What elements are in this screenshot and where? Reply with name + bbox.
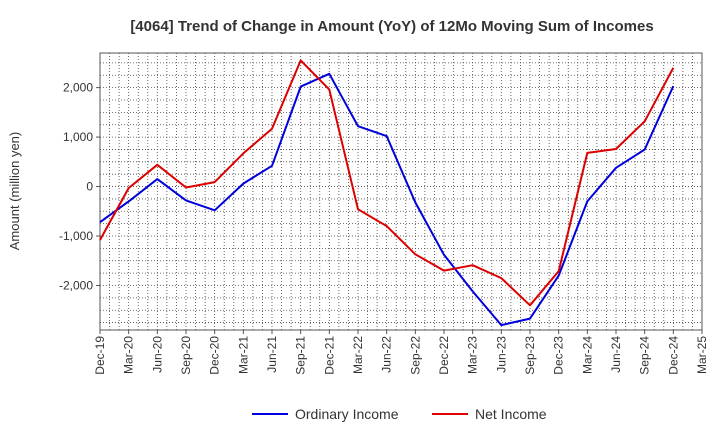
x-tick-label: Mar-21 (236, 336, 250, 374)
x-tick-label: Sep-22 (408, 336, 422, 375)
legend-label-net-income: Net Income (475, 406, 547, 422)
plot-frame (99, 52, 703, 331)
x-tick-label: Dec-24 (666, 336, 680, 375)
series-layer (99, 59, 675, 327)
plot-area (100, 53, 702, 330)
x-tick-label: Jun-21 (265, 336, 279, 373)
series-line-net-income (99, 59, 675, 307)
legend-label-ordinary-income: Ordinary Income (295, 406, 399, 422)
chart-title: [4064] Trend of Change in Amount (YoY) o… (130, 18, 653, 35)
x-tick-label: Sep-23 (523, 336, 537, 375)
x-tick-label: Jun-22 (380, 336, 394, 373)
x-tick-label: Mar-25 (695, 336, 709, 374)
legend: Ordinary Income Net Income (252, 406, 547, 422)
x-tick-label: Mar-24 (580, 336, 594, 374)
x-tick-labels: Dec-19 Mar-20 Jun-20 Sep-20 Dec-20 Mar-21 Jun-… (93, 330, 709, 375)
x-tick-label: Dec-23 (552, 336, 566, 375)
y-tick-label: 2,000 (63, 81, 93, 95)
y-tick-labels: -2,000 -1,000 0 1,000 2,000 (59, 81, 100, 292)
x-tick-label: Mar-23 (466, 336, 480, 374)
x-tick-label: Dec-20 (208, 336, 222, 375)
y-tick-label: 1,000 (63, 130, 93, 144)
x-tick-label: Dec-21 (322, 336, 336, 375)
series-line-ordinary-income (99, 72, 675, 327)
x-tick-label: Jun-24 (609, 336, 623, 373)
x-tick-label: Sep-20 (179, 336, 193, 375)
x-tick-label: Mar-22 (351, 336, 365, 374)
x-tick-label: Sep-21 (294, 336, 308, 375)
x-tick-label: Sep-24 (638, 336, 652, 375)
x-tick-label: Mar-20 (122, 336, 136, 374)
x-tick-label: Dec-22 (437, 336, 451, 375)
y-tick-label: -2,000 (59, 278, 93, 292)
x-tick-label: Jun-20 (150, 336, 164, 373)
x-tick-label: Dec-19 (93, 336, 107, 375)
y-axis-label: Amount (million yen) (7, 132, 22, 251)
x-tick-label: Jun-23 (494, 336, 508, 373)
y-tick-label: -1,000 (59, 229, 93, 243)
y-tick-label: 0 (86, 180, 93, 194)
